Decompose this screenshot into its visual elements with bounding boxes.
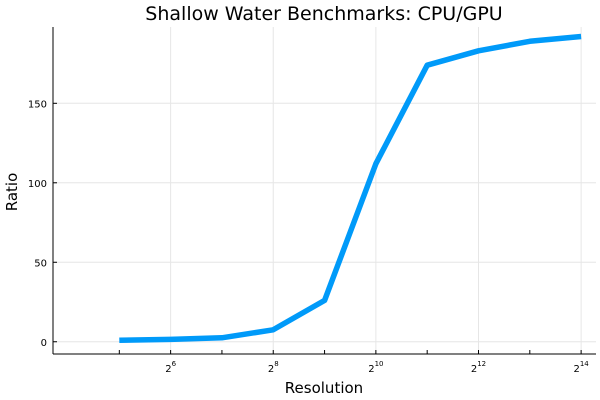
x-tick-base: 2 bbox=[165, 364, 171, 375]
series-layer bbox=[119, 33, 582, 343]
x-tick-label: 28 bbox=[268, 360, 279, 375]
x-tick-base: 2 bbox=[368, 364, 374, 375]
x-tick-base: 2 bbox=[573, 364, 579, 375]
chart-title: Shallow Water Benchmarks: CPU/GPU bbox=[145, 3, 502, 25]
y-tick-label: 150 bbox=[28, 99, 47, 110]
x-tick-exponent: 6 bbox=[172, 360, 177, 368]
axes-layer bbox=[52, 27, 596, 355]
y-tick-label: 0 bbox=[41, 338, 47, 349]
x-tick-label: 214 bbox=[573, 360, 589, 375]
x-tick-exponent: 8 bbox=[274, 360, 278, 368]
x-tick-label: 212 bbox=[471, 360, 486, 375]
y-tick-label: 100 bbox=[28, 179, 47, 190]
x-tick-label: 210 bbox=[368, 360, 383, 375]
x-tick-label: 26 bbox=[165, 360, 176, 375]
y-tick-label: 50 bbox=[34, 258, 47, 269]
x-tick-exponent: 10 bbox=[375, 360, 384, 368]
x-tick-exponent: 12 bbox=[477, 360, 486, 368]
y-axis-label: Ratio bbox=[3, 173, 21, 212]
x-axis-label: Resolution bbox=[285, 379, 363, 397]
series-line bbox=[119, 33, 582, 343]
x-tick-base: 2 bbox=[268, 364, 274, 375]
grid-layer bbox=[53, 27, 596, 354]
x-tick-base: 2 bbox=[471, 364, 477, 375]
x-tick-exponent: 14 bbox=[580, 360, 589, 368]
